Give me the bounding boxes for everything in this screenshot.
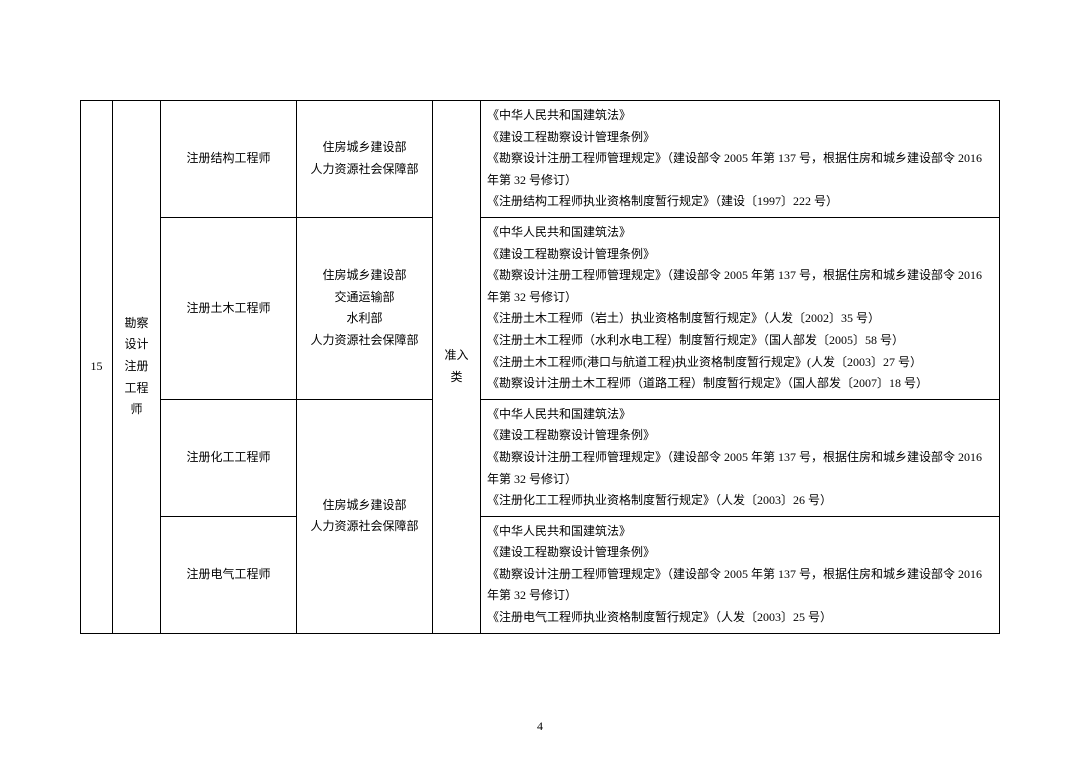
type-cell: 准入类 [433, 101, 481, 634]
table-row: 注册土木工程师 住房城乡建设部交通运输部水利部人力资源社会保障部 《中华人民共和… [81, 217, 1000, 399]
subject-cell: 注册结构工程师 [161, 101, 297, 218]
dept-cell: 住房城乡建设部人力资源社会保障部 [297, 399, 433, 633]
dept-cell: 住房城乡建设部人力资源社会保障部 [297, 101, 433, 218]
table-row: 注册化工工程师 住房城乡建设部人力资源社会保障部 《中华人民共和国建筑法》《建设… [81, 399, 1000, 516]
subject-cell: 注册化工工程师 [161, 399, 297, 516]
page-number: 4 [537, 719, 543, 734]
basis-cell: 《中华人民共和国建筑法》《建设工程勘察设计管理条例》《勘察设计注册工程师管理规定… [481, 516, 1000, 633]
regulation-table: 15 勘察设计注册工程师 注册结构工程师 住房城乡建设部人力资源社会保障部 准入… [80, 100, 1000, 634]
dept-cell: 住房城乡建设部交通运输部水利部人力资源社会保障部 [297, 217, 433, 399]
basis-cell: 《中华人民共和国建筑法》《建设工程勘察设计管理条例》《勘察设计注册工程师管理规定… [481, 217, 1000, 399]
table-row: 15 勘察设计注册工程师 注册结构工程师 住房城乡建设部人力资源社会保障部 准入… [81, 101, 1000, 218]
seq-cell: 15 [81, 101, 113, 634]
table-row: 注册电气工程师 《中华人民共和国建筑法》《建设工程勘察设计管理条例》《勘察设计注… [81, 516, 1000, 633]
basis-cell: 《中华人民共和国建筑法》《建设工程勘察设计管理条例》《勘察设计注册工程师管理规定… [481, 399, 1000, 516]
category-cell: 勘察设计注册工程师 [113, 101, 161, 634]
subject-cell: 注册土木工程师 [161, 217, 297, 399]
subject-cell: 注册电气工程师 [161, 516, 297, 633]
basis-cell: 《中华人民共和国建筑法》《建设工程勘察设计管理条例》《勘察设计注册工程师管理规定… [481, 101, 1000, 218]
